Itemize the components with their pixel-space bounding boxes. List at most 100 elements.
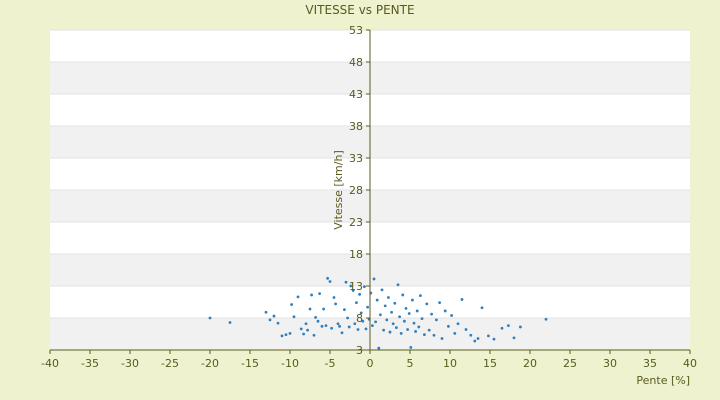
data-point bbox=[356, 328, 360, 331]
data-point bbox=[377, 346, 381, 350]
data-point bbox=[492, 337, 496, 341]
data-point bbox=[409, 346, 413, 349]
y-tick-label: 38 bbox=[349, 120, 363, 133]
data-point bbox=[432, 333, 436, 337]
data-point bbox=[464, 328, 468, 331]
data-point bbox=[383, 304, 387, 308]
data-point bbox=[435, 318, 438, 322]
x-tick-label: -25 bbox=[161, 357, 179, 370]
data-point bbox=[363, 285, 366, 289]
data-point bbox=[359, 311, 363, 315]
data-point bbox=[268, 318, 272, 322]
x-tick-label: -35 bbox=[81, 357, 99, 370]
data-point bbox=[284, 333, 288, 337]
data-point bbox=[396, 283, 400, 287]
x-tick-label: 30 bbox=[603, 357, 617, 370]
data-point bbox=[328, 280, 332, 283]
data-point bbox=[308, 307, 312, 311]
data-point bbox=[334, 302, 337, 306]
y-tick-label: 13 bbox=[349, 280, 363, 293]
y-tick-label: 33 bbox=[349, 152, 363, 165]
data-point bbox=[401, 293, 405, 297]
data-point bbox=[387, 296, 390, 299]
x-tick-label: 15 bbox=[483, 357, 497, 370]
data-point bbox=[403, 319, 406, 323]
data-point bbox=[500, 326, 504, 330]
data-point bbox=[438, 301, 441, 305]
data-point bbox=[272, 314, 276, 318]
data-point bbox=[519, 325, 522, 329]
x-tick-label: 40 bbox=[683, 357, 697, 370]
data-point bbox=[391, 322, 395, 326]
data-point bbox=[460, 298, 464, 301]
data-point bbox=[371, 324, 374, 328]
y-axis-label: Vitesse [km/h] bbox=[332, 150, 345, 230]
y-axis-ticks: 53 48 43 38 33 28 23 18 13 8 3 bbox=[349, 24, 370, 357]
data-point bbox=[393, 301, 397, 305]
data-point bbox=[480, 306, 484, 310]
data-point bbox=[372, 277, 376, 281]
data-point bbox=[450, 314, 453, 317]
data-point bbox=[425, 302, 429, 306]
x-tick-label: 35 bbox=[643, 357, 657, 370]
data-point bbox=[264, 310, 268, 314]
data-point bbox=[306, 328, 309, 332]
data-point bbox=[544, 317, 548, 321]
data-point bbox=[338, 324, 341, 328]
data-point bbox=[364, 327, 368, 331]
y-tick-label: 43 bbox=[349, 88, 363, 101]
data-point bbox=[473, 339, 477, 343]
x-tick-label: 0 bbox=[367, 357, 374, 370]
data-point bbox=[417, 325, 421, 329]
data-point bbox=[382, 328, 385, 332]
data-point bbox=[415, 309, 419, 313]
y-tick-label: 18 bbox=[349, 248, 363, 261]
data-point bbox=[302, 332, 305, 336]
data-point bbox=[412, 321, 416, 325]
data-point bbox=[355, 301, 358, 305]
data-point bbox=[346, 316, 349, 320]
data-point bbox=[280, 334, 284, 338]
data-point bbox=[304, 322, 308, 326]
data-point bbox=[420, 317, 424, 321]
data-point bbox=[379, 313, 382, 317]
data-point bbox=[276, 321, 280, 325]
data-point bbox=[419, 294, 422, 297]
data-point bbox=[414, 330, 417, 333]
data-point bbox=[440, 337, 444, 340]
x-tick-label: 25 bbox=[563, 357, 577, 370]
data-point bbox=[407, 312, 411, 315]
data-point bbox=[326, 276, 329, 280]
y-tick-label: 8 bbox=[356, 312, 363, 325]
data-point bbox=[453, 331, 457, 335]
data-point bbox=[318, 292, 321, 296]
data-point bbox=[476, 337, 480, 340]
data-point bbox=[374, 320, 377, 324]
data-point bbox=[314, 315, 317, 319]
x-tick-label: 20 bbox=[523, 357, 537, 370]
y-tick-label: 48 bbox=[349, 56, 363, 69]
data-point bbox=[320, 324, 324, 328]
x-tick-label: 5 bbox=[407, 357, 414, 370]
data-point bbox=[443, 309, 447, 313]
data-point bbox=[228, 321, 232, 324]
data-point bbox=[351, 289, 355, 292]
x-tick-label: -20 bbox=[201, 357, 219, 370]
data-point bbox=[299, 327, 303, 331]
data-point bbox=[336, 322, 340, 326]
data-point bbox=[361, 319, 365, 323]
x-tick-label: -5 bbox=[325, 357, 336, 370]
data-point bbox=[332, 296, 336, 299]
data-point bbox=[316, 319, 320, 323]
data-point bbox=[347, 325, 351, 329]
data-point bbox=[290, 303, 293, 306]
data-point bbox=[340, 331, 344, 335]
data-point bbox=[343, 308, 346, 312]
data-point bbox=[358, 292, 361, 296]
x-tick-label: 10 bbox=[443, 357, 457, 370]
data-point bbox=[398, 315, 401, 319]
data-point bbox=[375, 298, 379, 302]
data-point bbox=[366, 305, 369, 309]
